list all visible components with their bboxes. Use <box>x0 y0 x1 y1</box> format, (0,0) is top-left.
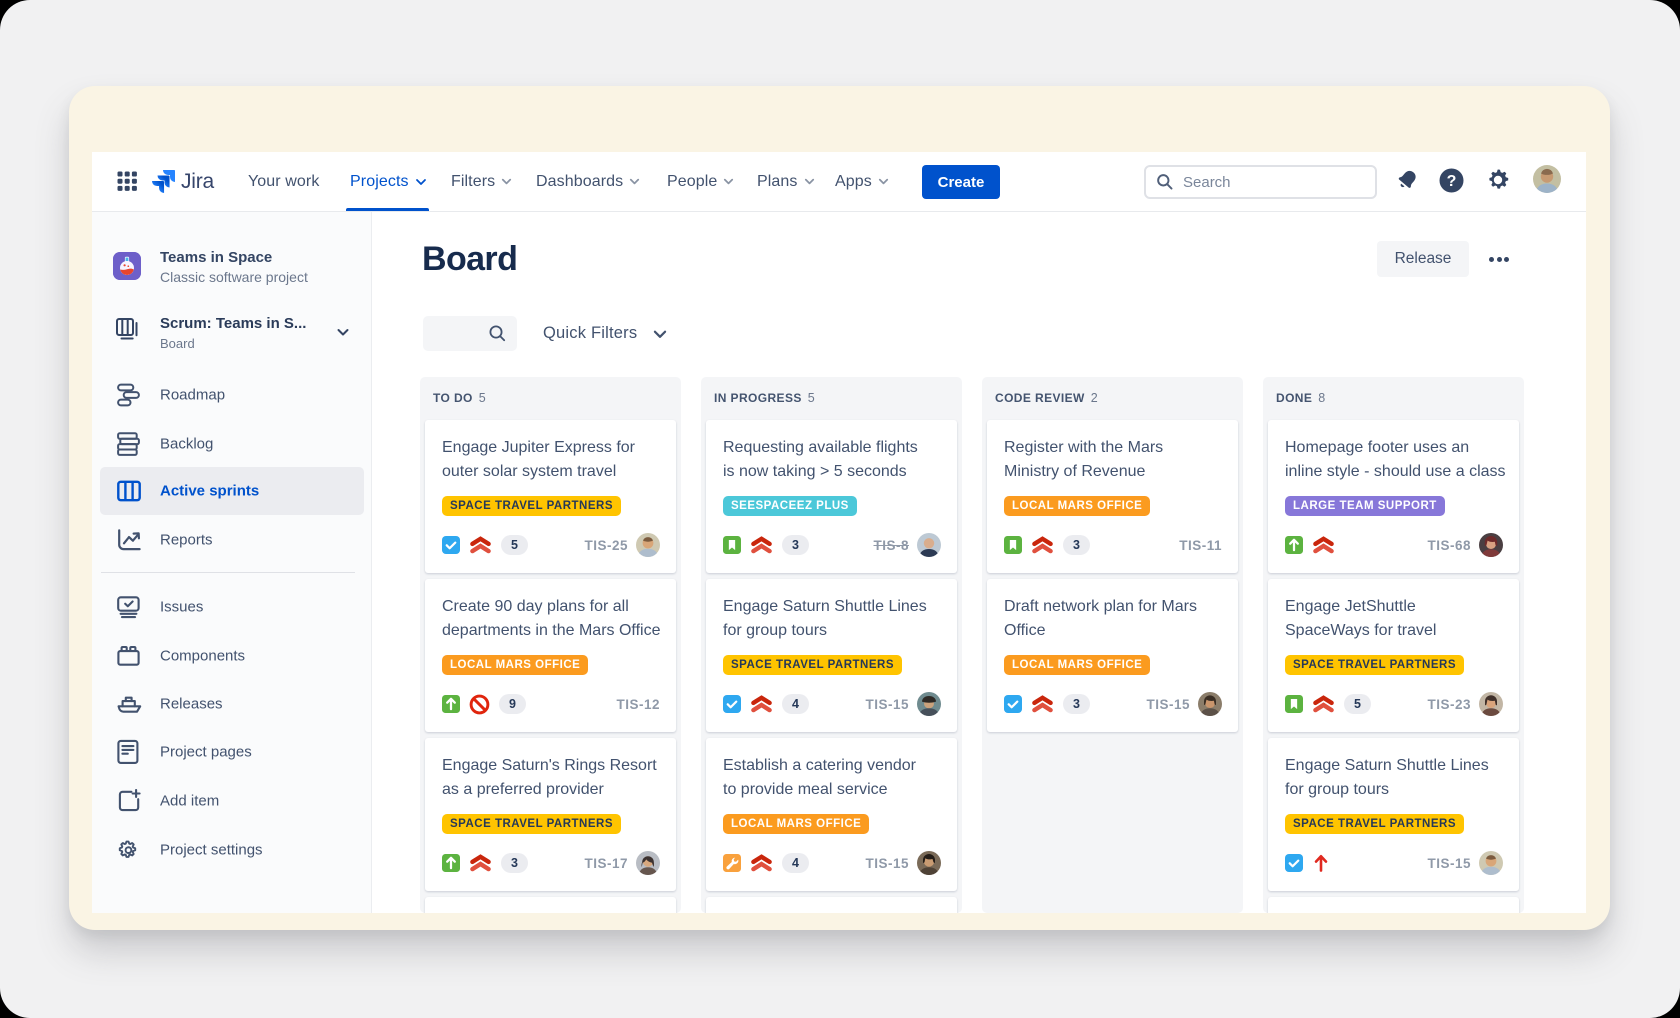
svg-text:?: ? <box>1447 173 1457 190</box>
